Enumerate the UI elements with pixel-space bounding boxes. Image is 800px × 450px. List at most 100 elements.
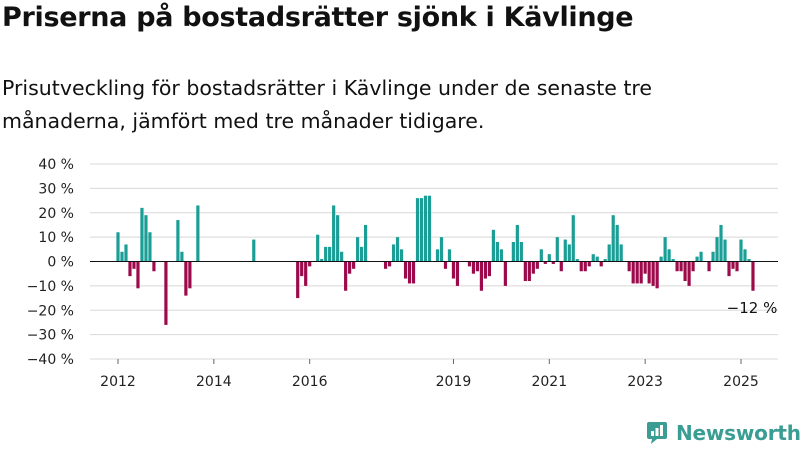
bar: [711, 251, 715, 262]
bar: [435, 249, 440, 262]
bar: [180, 251, 184, 262]
bar: [300, 261, 304, 277]
bar: [132, 261, 136, 269]
bar: [651, 261, 655, 286]
bar: [196, 205, 200, 262]
bar: [591, 254, 595, 262]
bar: [140, 207, 144, 262]
bar: [495, 242, 499, 262]
bar: [503, 261, 507, 286]
bar: [451, 261, 456, 279]
x-tick-label: 2023: [627, 374, 663, 390]
chart-subtitle: Prisutveckling för bostadsrätter i Kävli…: [2, 76, 653, 133]
bar: [164, 261, 168, 325]
x-tick-label: 2021: [531, 374, 567, 390]
bar: [619, 244, 623, 262]
bar-chart: 40 %30 %20 %10 %0 %−10 %−20 %−30 %−40 % …: [27, 157, 778, 390]
bar: [683, 261, 687, 281]
x-tick-label: 2016: [292, 374, 328, 390]
brand-logo: Newsworthy: [644, 418, 800, 448]
y-axis: 40 % 30 % 20 % 10 % 0 % −10 % −20 % −30 % −40 %: [27, 157, 74, 368]
bar: [487, 261, 491, 277]
bar: [523, 261, 527, 281]
bar: [483, 261, 487, 279]
y-tick-label: −10 %: [27, 279, 74, 295]
bar: [328, 246, 332, 262]
bar: [747, 259, 751, 262]
bar: [144, 215, 148, 262]
bar: [471, 261, 476, 274]
bar: [443, 261, 448, 269]
newsworthy-logo-icon: [647, 422, 667, 444]
bar: [128, 261, 132, 277]
bar: [479, 261, 484, 291]
bar: [511, 242, 515, 262]
bar: [663, 237, 667, 262]
x-tick-label: 2012: [100, 374, 136, 390]
bar: [631, 261, 635, 284]
bar: [719, 224, 723, 262]
bar: [308, 261, 312, 267]
bar: [340, 251, 344, 262]
bar: [515, 224, 519, 262]
y-tick-label: −20 %: [27, 303, 74, 319]
bar: [635, 261, 639, 284]
bar: [383, 261, 388, 269]
bar: [655, 261, 659, 289]
bar: [735, 261, 739, 272]
bar: [152, 261, 156, 272]
bar: [316, 234, 320, 262]
bar: [583, 261, 587, 272]
bar: [671, 259, 675, 262]
bar: [332, 205, 336, 262]
bar: [679, 261, 683, 272]
bar: [519, 242, 523, 262]
bar: [587, 261, 591, 267]
x-tick-label: 2025: [723, 374, 759, 390]
bar: [751, 261, 755, 291]
bar: [419, 198, 424, 262]
bar: [124, 244, 128, 262]
bar: [344, 261, 348, 291]
bar: [407, 261, 412, 284]
bar: [411, 261, 416, 284]
bar: [643, 261, 647, 274]
bar: [467, 261, 472, 267]
bar: [399, 249, 404, 262]
bar: [615, 224, 619, 262]
bar: [675, 261, 679, 272]
x-tick-label: 2014: [196, 374, 232, 390]
bar: [579, 261, 583, 272]
bar: [639, 261, 643, 284]
bar: [647, 261, 651, 284]
bar: [727, 261, 731, 277]
bar: [687, 261, 691, 286]
bar: [391, 244, 396, 262]
bar: [739, 239, 743, 262]
y-tick-label: 30 %: [38, 181, 74, 197]
bar: [387, 261, 392, 267]
bar: [599, 261, 603, 267]
bar: [555, 237, 559, 262]
bar: [439, 237, 444, 262]
bar: [743, 249, 747, 262]
bar: [184, 261, 188, 296]
bar: [136, 261, 140, 289]
x-tick-label: 2019: [436, 374, 472, 390]
bar: [731, 261, 735, 269]
chart-title: Priserna på bostadsrätter sjönk i Kävlin…: [2, 2, 634, 33]
brand-name: Newsworthy: [676, 421, 800, 445]
bar: [527, 261, 531, 281]
bars: [116, 195, 755, 325]
bar: [707, 261, 711, 272]
bar: [531, 261, 535, 274]
bar: [304, 261, 308, 286]
x-axis: 2012 2014 2016 2019 2021 2023 2025: [90, 358, 778, 390]
bar: [695, 256, 699, 262]
bar: [427, 195, 432, 262]
bar: [320, 259, 324, 262]
bar: [447, 249, 452, 262]
bar: [543, 261, 547, 264]
bar: [659, 256, 663, 262]
bar: [547, 254, 551, 262]
